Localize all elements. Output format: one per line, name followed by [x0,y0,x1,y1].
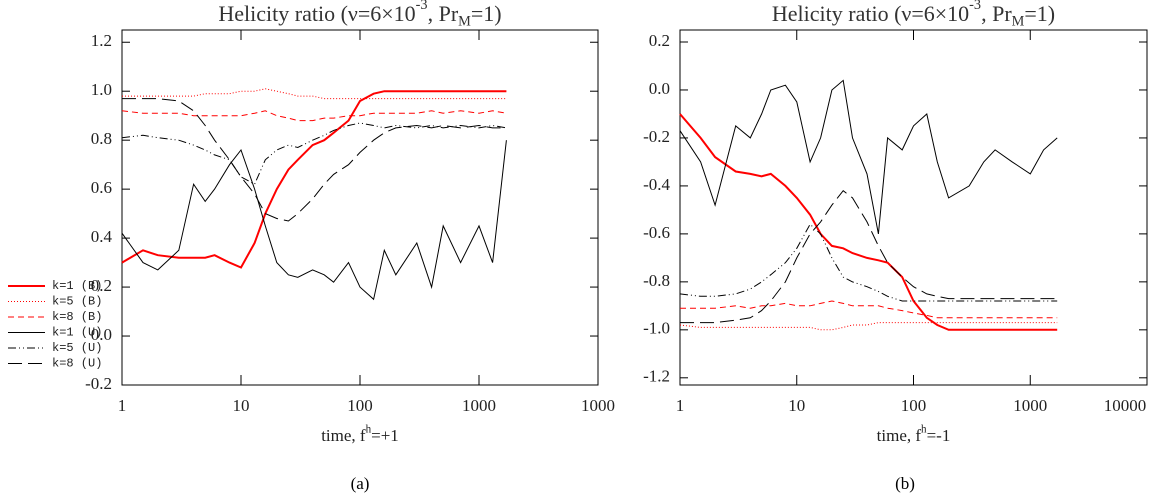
series-line [121,122,507,185]
legend-label: k=5 (B) [52,295,102,309]
series-line [121,90,507,269]
series-line [679,223,1058,302]
y-tick-label: 1.0 [91,80,112,99]
x-tick-label: 1 [118,396,127,415]
x-axis-label-part: time, f [877,426,922,445]
x-axis-label-part: h [366,423,372,435]
chart-title-part: -3 [416,0,428,13]
legend-label: k=5 (U) [52,341,102,355]
series-line [121,140,507,301]
y-tick-label: -0.8 [643,271,670,290]
series-line [122,98,507,222]
x-tick-label: 10 [233,396,250,415]
legend-label: k=1 (U) [52,326,102,340]
x-tick-label: 100 [347,396,373,415]
x-tick-label: 100 [901,396,927,415]
y-tick-label: -1.2 [643,367,670,386]
x-tick-label: 10 [788,396,805,415]
y-tick-label: 0.4 [91,227,113,246]
y-tick-label: 0.0 [91,325,112,344]
y-tick-label: -0.4 [643,175,670,194]
series-line [679,79,1058,234]
chart-title-part: , Pr [981,1,1012,26]
caption: (a) [351,474,370,493]
y-tick-label: 0.0 [649,79,670,98]
chart-title-part: Helicity ratio (ν=6×10 [218,1,415,26]
chart-title-part: , Pr [428,1,459,26]
legend-label: k=8 (B) [52,310,102,324]
x-tick-label: 10000 [1104,396,1147,415]
series-line [680,190,1058,324]
caption: (b) [895,474,915,493]
y-tick-label: 0.2 [91,276,112,295]
chart-title-part: =1) [1024,1,1055,26]
y-tick-label: -0.6 [643,223,670,242]
chart-title-part: M [458,14,471,30]
plot-frame [679,29,1148,386]
legend-label: k=1 (B) [52,279,102,293]
legend-label: k=8 (U) [52,357,102,371]
plot-frame [121,29,599,386]
series-line [121,110,507,122]
y-tick-label: 0.2 [649,31,670,50]
x-tick-label: 1000 [581,396,615,415]
x-axis-label-part: time, f [321,426,366,445]
chart-title-part: Helicity ratio (ν=6×10 [772,1,969,26]
x-tick-label: 1 [676,396,685,415]
y-tick-label: -1.0 [643,319,670,338]
x-tick-label: 1000 [1013,396,1047,415]
x-axis-label: time, fh=+1 [321,423,399,445]
series-line [680,300,1058,319]
chart-title-part: M [1012,14,1025,30]
x-axis-label-part: =-1 [927,426,951,445]
chart-title: Helicity ratio (ν=6×10-3, PrM=1) [772,0,1055,30]
chart-title-part: =1) [471,1,502,26]
x-tick-label: 1000 [462,396,496,415]
y-tick-label: 0.8 [91,129,112,148]
chart-title-part: -3 [969,0,981,13]
series-line [122,88,507,100]
y-tick-label: -0.2 [643,127,670,146]
series-line [679,113,1058,331]
y-tick-label: 0.6 [91,178,112,197]
x-axis-label-part: =+1 [371,426,399,445]
x-axis-label: time, fh=-1 [877,423,951,445]
chart-title: Helicity ratio (ν=6×10-3, PrM=1) [218,0,501,30]
series-line [679,322,1058,331]
x-axis-label-part: h [921,423,927,435]
y-tick-label: 1.2 [91,31,112,50]
y-tick-label: -0.2 [85,374,112,393]
